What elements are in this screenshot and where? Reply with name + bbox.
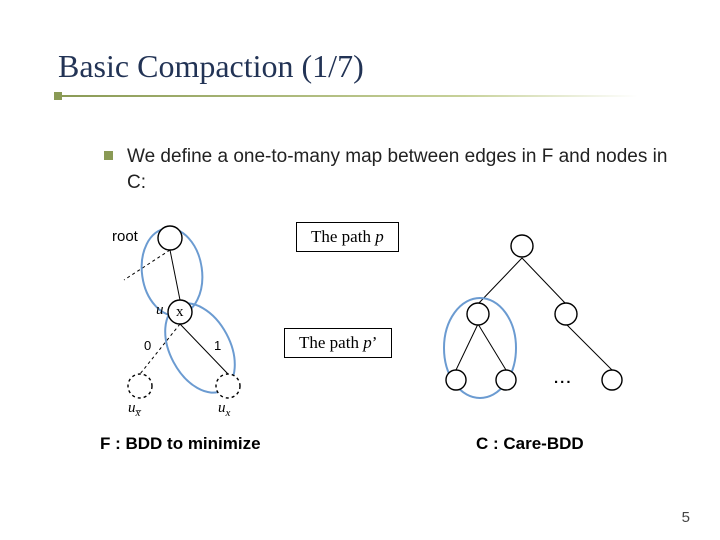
label-dots: ... — [554, 370, 573, 387]
caption-c: C : Care-BDD — [476, 434, 584, 454]
title-underline — [58, 95, 638, 97]
label-edge-0: 0 — [144, 338, 151, 353]
label-root: root — [112, 228, 138, 245]
bullet-icon — [104, 151, 113, 160]
label-u: u — [156, 302, 164, 319]
bullet-row: We define a one-to-many map between edge… — [104, 144, 670, 195]
label-ux-bar: ux̅ — [128, 400, 140, 419]
page-title: Basic Compaction (1/7) — [58, 48, 680, 85]
label-ux: ux — [218, 400, 230, 419]
path-p-box: The path p — [296, 222, 399, 252]
label-edge-1: 1 — [214, 338, 221, 353]
caption-f: F : BDD to minimize — [100, 434, 261, 454]
path-pprime-box: The path p’ — [284, 328, 392, 358]
bullet-text: We define a one-to-many map between edge… — [127, 144, 670, 195]
label-x: x — [176, 304, 184, 321]
diagram: root u x 0 1 ux̅ ux The path p The path … — [60, 222, 660, 482]
page-number: 5 — [682, 509, 690, 526]
